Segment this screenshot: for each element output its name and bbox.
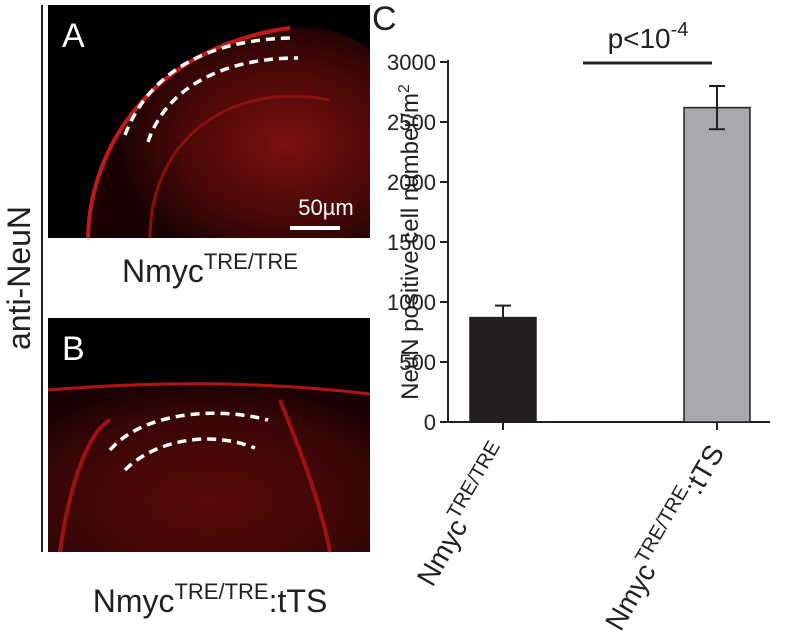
x-tick-label: NmycTRE/TRE (407, 438, 516, 592)
caption-base: Nmyc (122, 253, 204, 289)
y-axis-label-sup: 2 (396, 84, 413, 93)
annotation-text: p<10 (608, 23, 671, 54)
y-axis-label: NeuN positive cell number/m2 (396, 84, 424, 400)
panel-label: C (372, 0, 397, 38)
caption-base: Nmyc (93, 583, 175, 619)
caption-sup: TRE/TRE (204, 249, 298, 274)
x-tick-label-sup: TRE/TRE (443, 438, 505, 523)
error-bar (709, 85, 725, 131)
y-axis-label-text: NeuN positive cell number/m (397, 93, 424, 400)
y-tick-label: 0 (424, 410, 436, 435)
annotation: p<10-4 (608, 19, 689, 54)
y-tick-label: 1500 (387, 230, 436, 255)
scale-bar-label: 50µm (298, 195, 353, 220)
x-tick-label-base: Nmyc (599, 558, 662, 634)
error-bar (495, 304, 511, 331)
bar (469, 316, 537, 423)
y-tick-label: 1000 (387, 290, 436, 315)
x-tick-label-sup: TRE/TRE (631, 482, 693, 567)
caption-suffix: :tTS (269, 583, 328, 619)
caption: NmycTRE/TRE:tTS (93, 579, 328, 619)
y-tick-label: 500 (399, 350, 436, 375)
panel-label: A (62, 17, 85, 55)
side-label: anti-NeuN (1, 206, 37, 350)
caption-sup: TRE/TRE (174, 579, 268, 604)
bar (683, 106, 751, 423)
panel-label: B (62, 330, 85, 368)
x-tick-label-base: Nmyc (411, 514, 474, 591)
x-tick-label: NmycTRE/TRE:tTS (596, 438, 731, 634)
y-tick-label: 2500 (387, 110, 436, 135)
y-tick-label: 2000 (387, 170, 436, 195)
caption: NmycTRE/TRE (122, 249, 298, 289)
image-a (48, 5, 370, 239)
image-b (47, 318, 371, 553)
annotation-sup: -4 (671, 19, 689, 41)
y-tick-label: 3000 (387, 50, 436, 75)
